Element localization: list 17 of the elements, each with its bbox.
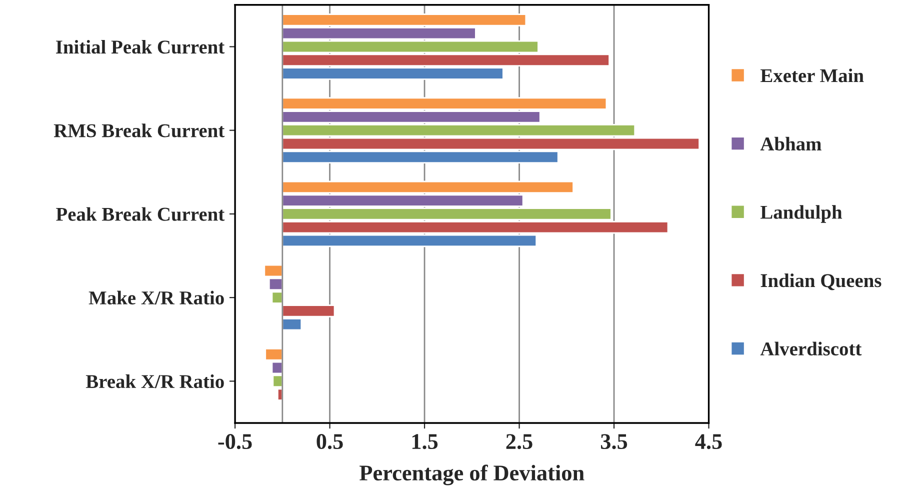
y-tick-label: Make X/R Ratio xyxy=(88,290,224,304)
x-axis-title: Percentage of Deviation xyxy=(360,464,584,486)
x-tick-label: 3.5 xyxy=(600,434,628,450)
y-tick-label: RMS Break Current xyxy=(54,124,225,138)
legend-label: Landulph xyxy=(760,205,842,223)
x-tick-label: 2.5 xyxy=(506,434,532,450)
x-tick-label: 1.5 xyxy=(412,434,438,450)
y-tick-label: Peak Break Current xyxy=(56,207,225,221)
x-tick-label: 0.5 xyxy=(316,434,343,450)
y-tick-label: Initial Peak Current xyxy=(56,40,225,54)
x-tick-label: 4.5 xyxy=(695,434,722,450)
legend-label: Indian Queens xyxy=(760,273,882,290)
legend-label: Alverdiscott xyxy=(760,342,862,356)
legend-label: Abham xyxy=(760,136,822,151)
x-tick-label: -0.5 xyxy=(218,434,252,450)
legend-label: Exeter Main xyxy=(760,68,864,82)
y-tick-label: Break X/R Ratio xyxy=(86,374,224,388)
